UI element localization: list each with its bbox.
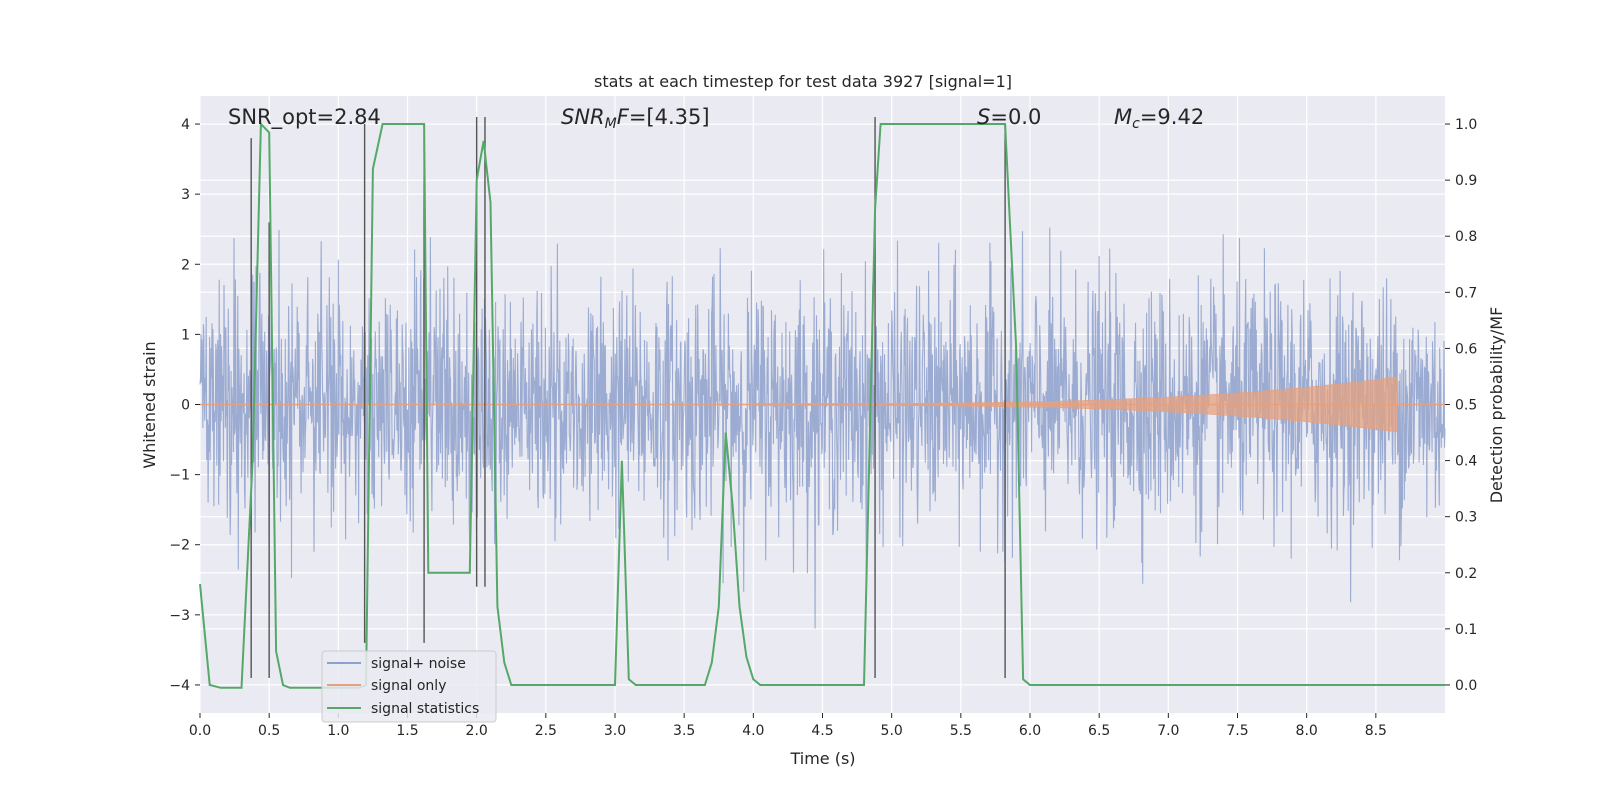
signal-statistics-series xyxy=(199,121,1445,689)
y-tick-label: −3 xyxy=(169,608,190,624)
x-tick-label: 1.0 xyxy=(327,723,349,739)
signal-statistics-line xyxy=(199,121,1445,689)
x-tick-label: 8.5 xyxy=(1365,723,1387,739)
y-right-axis-label: Detection probability/MF xyxy=(1487,307,1506,504)
x-tick-label: 1.5 xyxy=(396,723,418,739)
x-tick-label: 6.5 xyxy=(1088,723,1110,739)
x-tick-label: 7.0 xyxy=(1157,723,1179,739)
y-tick-label: −1 xyxy=(169,468,190,484)
x-tick-label: 3.5 xyxy=(673,723,695,739)
y-tick-label: 0 xyxy=(181,398,190,414)
x-tick-label: 4.0 xyxy=(742,723,764,739)
y-tick-label: 1 xyxy=(181,327,190,343)
y-right-tick-label: 0.0 xyxy=(1455,678,1477,694)
x-tick-label: 2.0 xyxy=(466,723,488,739)
y-axis-label: Whitened strain xyxy=(140,341,159,468)
annotation-mc: Mc=9.42 xyxy=(1114,105,1204,132)
y-right-tick-label: 0.5 xyxy=(1455,398,1477,414)
x-tick-label: 5.5 xyxy=(950,723,972,739)
x-tick-label: 6.0 xyxy=(1019,723,1041,739)
y-tick-label: 4 xyxy=(181,117,190,133)
y-right-axis-ticks: 1.0 0.9 0.8 0.7 0.6 0.5 0.4 0.3 0.2 0.1 0.0 xyxy=(1445,117,1477,694)
y-tick-label: −4 xyxy=(169,678,190,694)
y-tick-label: −2 xyxy=(169,538,190,554)
y-right-tick-label: 0.4 xyxy=(1455,454,1477,470)
y-right-tick-label: 1.0 xyxy=(1455,117,1477,133)
annotation-snr-opt: SNR_opt=2.84 xyxy=(228,105,381,130)
x-tick-label: 7.5 xyxy=(1226,723,1248,739)
y-right-tick-label: 0.3 xyxy=(1455,510,1477,526)
annotation-snr-mf: SNRMF=[4.35] xyxy=(561,105,710,132)
legend: signal+ noise signal only signal statist… xyxy=(321,650,497,723)
legend-box xyxy=(321,650,497,723)
x-tick-label: 3.0 xyxy=(604,723,626,739)
annotation-s: S=0.0 xyxy=(977,105,1041,129)
x-tick-label: 0.5 xyxy=(258,723,280,739)
y-right-tick-label: 0.1 xyxy=(1455,622,1477,638)
y-right-tick-label: 0.6 xyxy=(1455,341,1477,357)
x-axis-ticks: 0.0 0.5 1.0 1.5 2.0 2.5 3.0 3.5 4.0 4.5 5.0 5.5 6.0 6… xyxy=(189,713,1387,739)
signal-only-chirp xyxy=(753,376,1397,433)
y-right-tick-label: 0.8 xyxy=(1455,229,1477,245)
x-tick-label: 0.0 xyxy=(189,723,211,739)
x-axis-label: Time (s) xyxy=(789,749,855,768)
legend-label-signal-statistics: signal statistics xyxy=(371,701,479,717)
y-right-tick-label: 0.7 xyxy=(1455,285,1477,301)
y-right-tick-label: 0.2 xyxy=(1455,566,1477,582)
legend-label-signal-noise: signal+ noise xyxy=(371,656,466,672)
x-tick-label: 2.5 xyxy=(535,723,557,739)
x-tick-label: 4.5 xyxy=(811,723,833,739)
x-tick-label: 8.0 xyxy=(1296,723,1318,739)
y-tick-label: 3 xyxy=(181,187,190,203)
chart-title: stats at each timestep for test data 392… xyxy=(594,72,1012,91)
y-axis-ticks: 4 3 2 1 0 −1 −2 −3 −4 xyxy=(169,117,200,694)
legend-label-signal-only: signal only xyxy=(371,678,446,694)
signal-only-series xyxy=(200,376,1445,433)
y-right-tick-label: 0.9 xyxy=(1455,173,1477,189)
y-tick-label: 2 xyxy=(181,257,190,273)
x-tick-label: 5.0 xyxy=(881,723,903,739)
